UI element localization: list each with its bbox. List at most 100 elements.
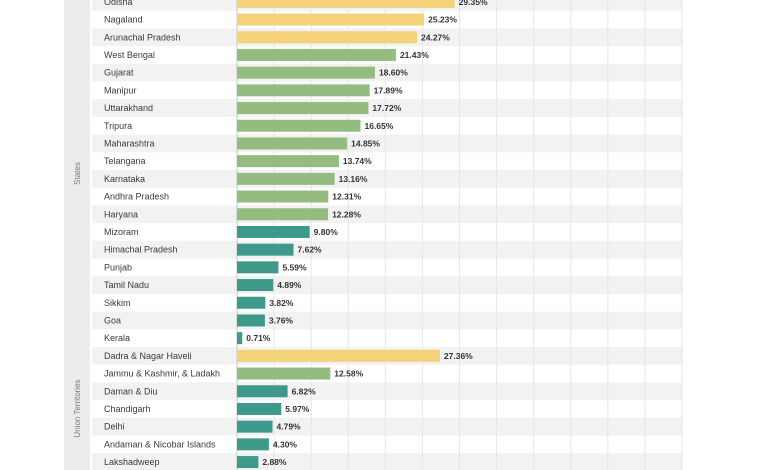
category-label: Delhi (104, 422, 125, 432)
bar (237, 438, 269, 451)
bar (237, 367, 331, 380)
category-label: Gujarat (104, 68, 134, 78)
value-label: 13.74% (343, 156, 372, 166)
bar (237, 243, 294, 256)
value-label: 18.60% (379, 68, 408, 78)
category-label: Karnataka (104, 174, 145, 184)
value-label: 2.88% (262, 457, 287, 467)
value-label: 3.82% (269, 298, 294, 308)
bar (237, 261, 279, 274)
category-label: Telangana (104, 156, 146, 166)
row-band (92, 382, 682, 401)
category-label: Goa (104, 315, 121, 325)
value-label: 0.71% (246, 333, 271, 343)
bar (237, 155, 339, 168)
category-label: West Bengal (104, 50, 155, 60)
value-labels: 29.35% 25.23% 24.27% 21.43% 18.60% 17.89% 17.7… (246, 0, 488, 467)
bar (237, 420, 273, 433)
bar (237, 402, 282, 415)
bar (237, 119, 361, 132)
value-label: 3.76% (269, 315, 294, 325)
group-bands (64, 0, 90, 470)
category-label: Chandigarh (104, 404, 151, 414)
value-label: 14.85% (351, 138, 380, 148)
category-label: Nagaland (104, 15, 143, 25)
bar (237, 102, 369, 115)
value-label: 24.27% (421, 32, 450, 42)
category-label: Tamil Nadu (104, 280, 149, 290)
category-label: Arunachal Pradesh (104, 32, 181, 42)
value-label: 17.72% (372, 103, 401, 113)
value-label: 12.28% (332, 209, 361, 219)
bar (237, 208, 329, 221)
category-label: Jammu & Kashmir, & Ladakh (104, 369, 220, 379)
bar (237, 0, 455, 8)
value-label: 5.59% (282, 262, 307, 272)
value-label: 4.79% (277, 422, 302, 432)
bar (237, 332, 243, 345)
category-labels: Odisha Nagaland Arunachal Pradesh West Beng… (104, 0, 220, 467)
group-label: States (73, 162, 82, 185)
value-label: 17.89% (374, 85, 403, 95)
bar (237, 31, 418, 44)
group-label: Union Territories (73, 379, 82, 437)
category-label: Andhra Pradesh (104, 192, 169, 202)
category-label: Punjab (104, 262, 132, 272)
bar (237, 314, 265, 327)
value-label: 4.89% (277, 280, 302, 290)
bar (237, 385, 288, 398)
value-label: 29.35% (459, 0, 488, 7)
row-band (92, 276, 682, 294)
category-label: Andaman & Nicobar Islands (104, 439, 216, 449)
group-band (64, 347, 90, 470)
row-band (92, 417, 682, 436)
row-band (92, 453, 682, 470)
value-label: 5.97% (285, 404, 310, 414)
bar (237, 279, 274, 292)
value-label: 21.43% (400, 50, 429, 60)
category-label: Daman & Diu (104, 386, 158, 396)
bar (237, 84, 370, 97)
value-label: 13.16% (339, 174, 368, 184)
group-band (64, 0, 90, 347)
bar (237, 48, 396, 61)
bar (237, 190, 329, 203)
category-label: Manipur (104, 85, 137, 95)
value-label: 4.30% (273, 439, 298, 449)
bar (237, 137, 348, 150)
category-label: Mizoram (104, 227, 139, 237)
bar (237, 349, 440, 362)
bar (237, 66, 375, 79)
row-band (92, 134, 682, 153)
value-label: 16.65% (364, 121, 393, 131)
category-label: Tripura (104, 121, 132, 131)
group-labels: States Union Territories (73, 162, 82, 437)
category-label: Dadra & Nagar Haveli (104, 351, 192, 361)
value-label: 7.62% (298, 245, 323, 255)
bar (237, 13, 425, 26)
category-label: Uttarakhand (104, 103, 153, 113)
category-label: Odisha (104, 0, 133, 7)
category-label: Kerala (104, 333, 130, 343)
value-label: 6.82% (292, 386, 317, 396)
category-label: Lakshadweep (104, 457, 160, 467)
row-band (92, 240, 682, 259)
bar (237, 172, 335, 185)
value-label: 9.80% (314, 227, 339, 237)
bar (237, 225, 310, 238)
category-label: Haryana (104, 209, 138, 219)
bars (237, 0, 455, 469)
category-label: Sikkim (104, 298, 131, 308)
category-label: Maharashtra (104, 138, 155, 148)
value-label: 27.36% (444, 351, 473, 361)
value-label: 12.58% (334, 369, 363, 379)
bar (237, 296, 266, 309)
row-band (92, 205, 682, 224)
row-band (92, 311, 682, 330)
value-label: 12.31% (332, 192, 361, 202)
category-label: Himachal Pradesh (104, 245, 178, 255)
bar (237, 456, 259, 469)
row-band (92, 170, 682, 188)
value-label: 25.23% (428, 15, 457, 25)
